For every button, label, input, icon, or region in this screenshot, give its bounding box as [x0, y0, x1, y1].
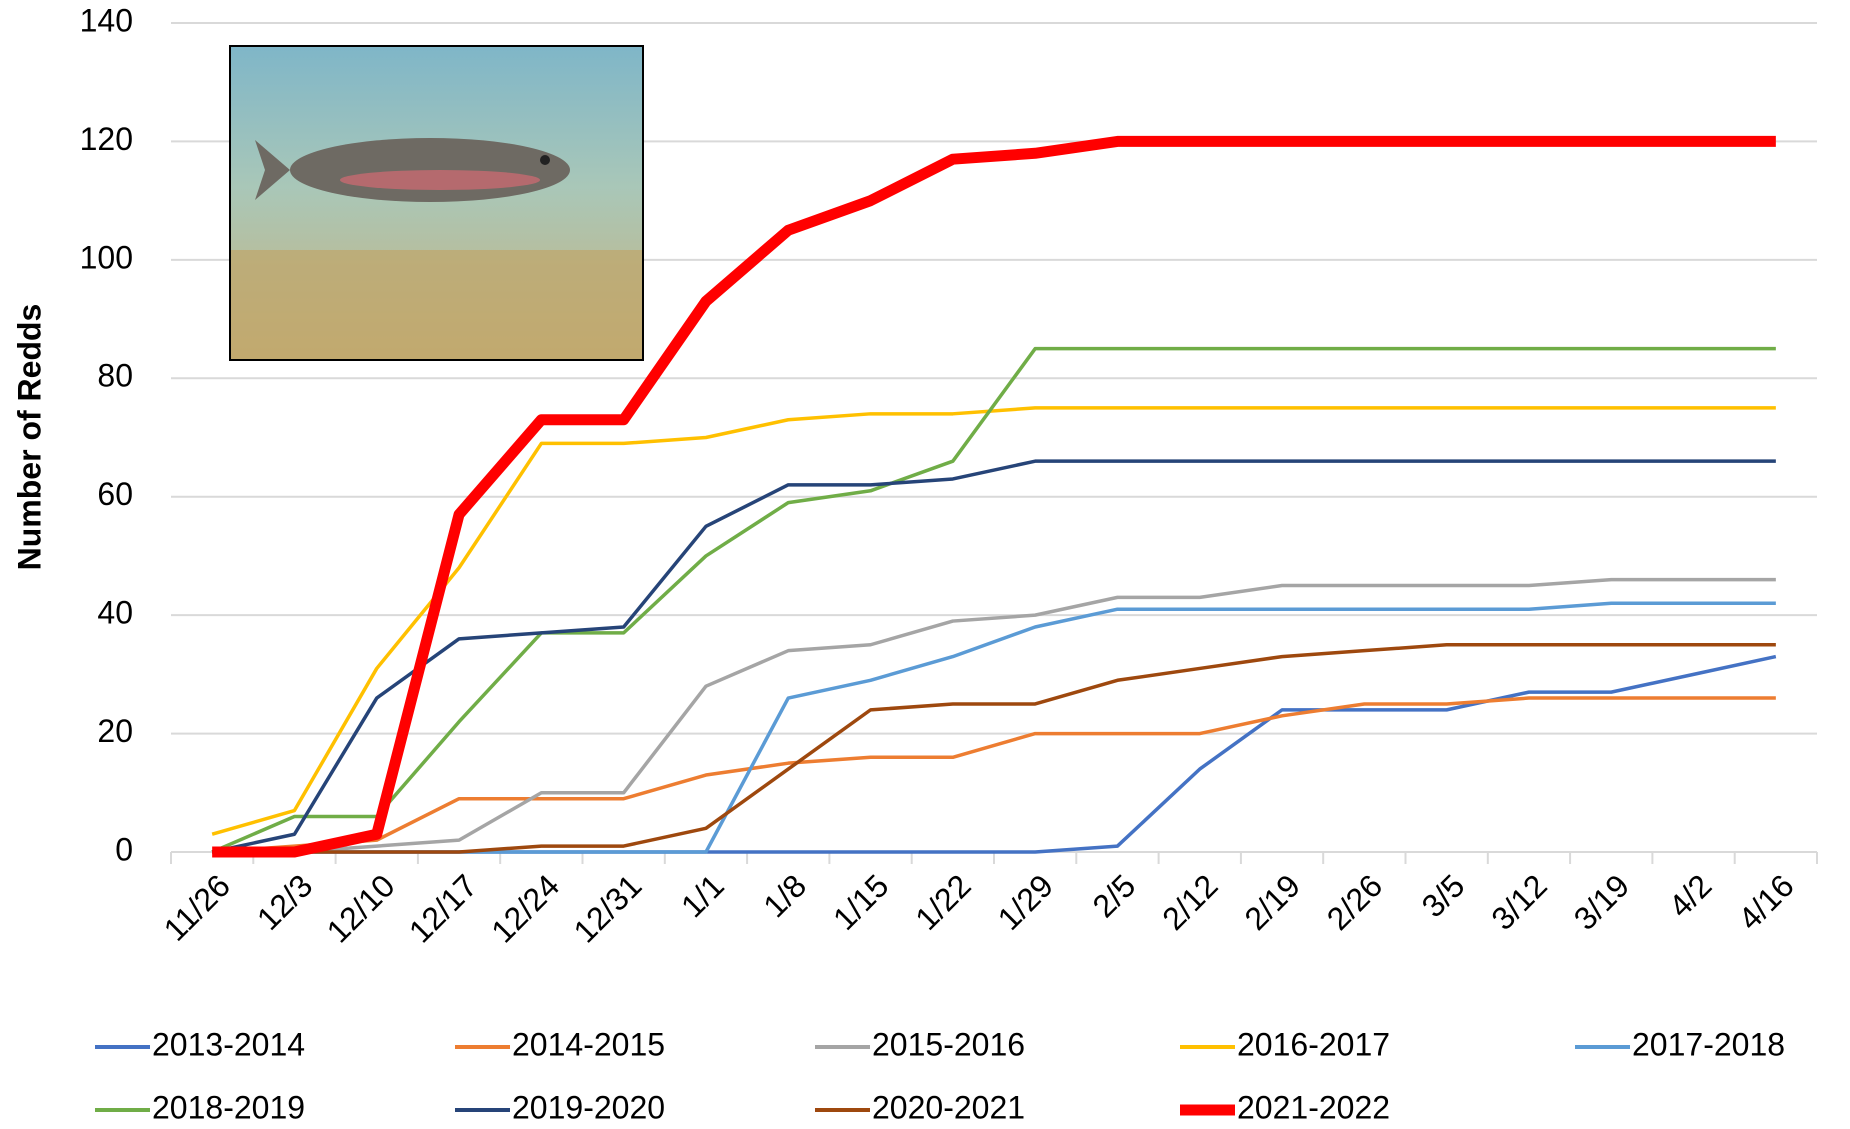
legend-label: 2016-2017	[1237, 1026, 1390, 1062]
x-tick-label: 12/3	[250, 867, 319, 936]
y-tick-label: 40	[97, 595, 133, 631]
x-tick-label: 4/2	[1662, 867, 1719, 924]
legend-label: 2020-2021	[872, 1089, 1025, 1125]
x-tick-label: 12/10	[320, 867, 402, 949]
x-tick-label: 4/16	[1731, 867, 1800, 936]
legend-label: 2013-2014	[152, 1026, 305, 1062]
x-tick-label: 1/29	[991, 867, 1060, 936]
x-tick-label: 3/5	[1415, 867, 1472, 924]
x-tick-label: 12/31	[566, 867, 648, 949]
x-tick-label: 1/1	[674, 867, 731, 924]
series-line	[212, 601, 1776, 854]
x-tick-label: 3/19	[1567, 867, 1636, 936]
x-tick-label: 11/26	[157, 867, 237, 947]
y-tick-label: 80	[97, 358, 133, 394]
y-tick-label: 140	[80, 2, 133, 38]
x-tick-label: 1/8	[756, 867, 813, 924]
x-tick-label: 2/19	[1237, 867, 1306, 936]
series-line	[211, 459, 1776, 854]
series-line	[211, 346, 1776, 854]
series-line	[211, 406, 1776, 836]
series-line	[212, 654, 1777, 854]
y-tick-label: 0	[115, 831, 133, 867]
x-tick-label: 1/15	[826, 867, 895, 936]
y-tick-label: 60	[97, 476, 133, 512]
legend-label: 2014-2015	[512, 1026, 665, 1062]
series-line	[212, 577, 1776, 854]
legend-label: 2018-2019	[152, 1089, 305, 1125]
series-line	[212, 135, 1776, 858]
y-tick-label: 120	[80, 121, 133, 157]
legend-label: 2019-2020	[512, 1089, 665, 1125]
x-tick-label: 12/17	[402, 867, 484, 949]
y-tick-label: 20	[97, 713, 133, 749]
series-line	[212, 696, 1776, 854]
x-tick-label: 2/26	[1320, 867, 1389, 936]
x-tick-label: 1/22	[908, 867, 977, 936]
y-tick-label: 100	[80, 239, 133, 275]
legend-label: 2015-2016	[872, 1026, 1025, 1062]
x-tick-label: 12/24	[484, 867, 566, 949]
y-axis-label: Number of Redds	[11, 304, 47, 571]
photo	[229, 45, 644, 361]
legend-label: 2021-2022	[1237, 1089, 1390, 1125]
series-line	[212, 643, 1776, 854]
x-tick-label: 2/5	[1085, 867, 1142, 924]
x-tick-label: 2/12	[1155, 867, 1224, 936]
legend-label: 2017-2018	[1632, 1026, 1785, 1062]
x-tick-label: 3/12	[1484, 867, 1553, 936]
